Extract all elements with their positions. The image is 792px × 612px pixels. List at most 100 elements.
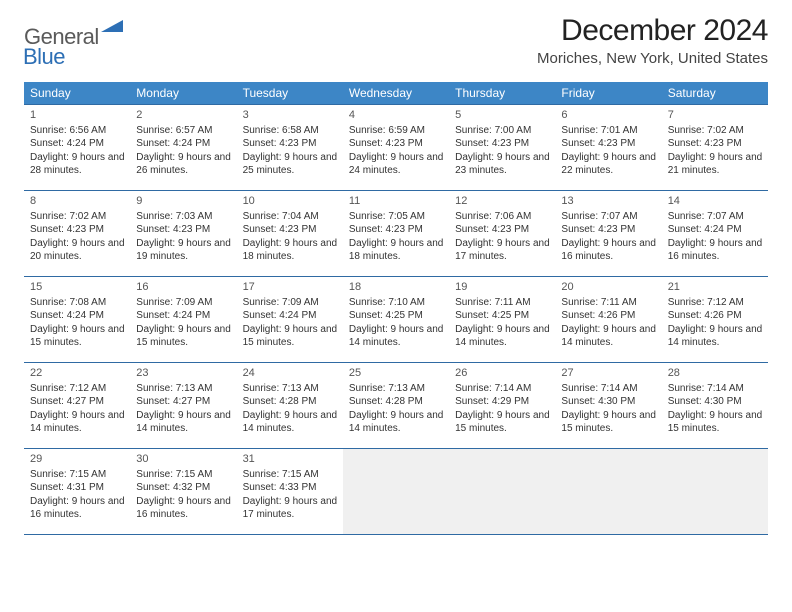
sunrise-line-value: 7:03 AM (176, 211, 213, 222)
sunset-line-value: 4:32 PM (173, 482, 210, 493)
sunset-line-value: 4:25 PM (492, 310, 529, 321)
day-number: 17 (243, 280, 339, 295)
sunset-line: Sunset: 4:23 PM (561, 223, 657, 237)
sunset-line-value: 4:23 PM (704, 138, 741, 149)
sunrise-line: Sunrise: 7:04 AM (243, 210, 339, 224)
day-number: 24 (243, 366, 339, 381)
day-header-row: SundayMondayTuesdayWednesdayThursdayFrid… (24, 82, 768, 105)
daylight-line-label: Daylight: (243, 152, 285, 163)
sunset-line-label: Sunset: (30, 310, 67, 321)
day-number: 10 (243, 194, 339, 209)
day-number: 21 (668, 280, 764, 295)
sunset-line: Sunset: 4:25 PM (349, 309, 445, 323)
sunset-line-value: 4:31 PM (67, 482, 104, 493)
daylight-line: Daylight: 9 hours and 14 minutes. (30, 409, 126, 436)
sunset-line: Sunset: 4:31 PM (30, 481, 126, 495)
daylight-line: Daylight: 9 hours and 14 minutes. (349, 409, 445, 436)
daylight-line-label: Daylight: (668, 324, 710, 335)
sunrise-line-value: 7:14 AM (707, 383, 744, 394)
calendar-day: 27Sunrise: 7:14 AMSunset: 4:30 PMDayligh… (555, 363, 661, 449)
sunset-line: Sunset: 4:23 PM (349, 137, 445, 151)
calendar-day: 15Sunrise: 7:08 AMSunset: 4:24 PMDayligh… (24, 277, 130, 363)
daylight-line-label: Daylight: (668, 152, 710, 163)
sunrise-line: Sunrise: 7:08 AM (30, 296, 126, 310)
sunset-line-value: 4:24 PM (173, 138, 210, 149)
sunset-line: Sunset: 4:27 PM (30, 395, 126, 409)
sunset-line: Sunset: 4:30 PM (668, 395, 764, 409)
daylight-line: Daylight: 9 hours and 14 minutes. (349, 323, 445, 350)
sunset-line-value: 4:25 PM (386, 310, 423, 321)
sunrise-line-value: 7:07 AM (707, 211, 744, 222)
sunrise-line: Sunrise: 7:11 AM (561, 296, 657, 310)
sunset-line: Sunset: 4:23 PM (561, 137, 657, 151)
sunrise-line-label: Sunrise: (668, 125, 707, 136)
day-number: 14 (668, 194, 764, 209)
daylight-line: Daylight: 9 hours and 15 minutes. (243, 323, 339, 350)
calendar-day: 13Sunrise: 7:07 AMSunset: 4:23 PMDayligh… (555, 191, 661, 277)
sunrise-line-value: 7:13 AM (176, 383, 213, 394)
sunrise-line-value: 7:12 AM (69, 383, 106, 394)
sunset-line-label: Sunset: (668, 396, 705, 407)
calendar-day: 11Sunrise: 7:05 AMSunset: 4:23 PMDayligh… (343, 191, 449, 277)
daylight-line: Daylight: 9 hours and 16 minutes. (30, 495, 126, 522)
calendar-day: 3Sunrise: 6:58 AMSunset: 4:23 PMDaylight… (237, 105, 343, 191)
sunset-line: Sunset: 4:25 PM (455, 309, 551, 323)
sunrise-line: Sunrise: 7:10 AM (349, 296, 445, 310)
calendar-day: 23Sunrise: 7:13 AMSunset: 4:27 PMDayligh… (130, 363, 236, 449)
sunset-line-label: Sunset: (561, 310, 598, 321)
header: General Blue December 2024 Moriches, New… (24, 14, 768, 76)
daylight-line: Daylight: 9 hours and 15 minutes. (561, 409, 657, 436)
daylight-line-label: Daylight: (30, 410, 72, 421)
sunrise-line: Sunrise: 7:15 AM (243, 468, 339, 482)
daylight-line-label: Daylight: (30, 496, 72, 507)
sunrise-line-label: Sunrise: (561, 211, 600, 222)
sunset-line: Sunset: 4:24 PM (30, 137, 126, 151)
daylight-line-label: Daylight: (30, 324, 72, 335)
daylight-line: Daylight: 9 hours and 22 minutes. (561, 151, 657, 178)
sunrise-line-label: Sunrise: (30, 383, 69, 394)
sunset-line-label: Sunset: (136, 396, 173, 407)
sunrise-line-label: Sunrise: (136, 469, 175, 480)
sunset-line-label: Sunset: (349, 224, 386, 235)
daylight-line: Daylight: 9 hours and 15 minutes. (136, 323, 232, 350)
sunrise-line: Sunrise: 7:02 AM (30, 210, 126, 224)
daylight-line: Daylight: 9 hours and 21 minutes. (668, 151, 764, 178)
daylight-line-label: Daylight: (243, 496, 285, 507)
sunset-line-value: 4:24 PM (173, 310, 210, 321)
day-number: 11 (349, 194, 445, 209)
sunset-line: Sunset: 4:32 PM (136, 481, 232, 495)
sunrise-line: Sunrise: 7:00 AM (455, 124, 551, 138)
sunset-line-label: Sunset: (136, 310, 173, 321)
empty-cell (555, 449, 661, 535)
calendar-day: 6Sunrise: 7:01 AMSunset: 4:23 PMDaylight… (555, 105, 661, 191)
sunrise-line-value: 7:13 AM (388, 383, 425, 394)
calendar-day: 31Sunrise: 7:15 AMSunset: 4:33 PMDayligh… (237, 449, 343, 535)
sunset-line: Sunset: 4:23 PM (349, 223, 445, 237)
sunset-line: Sunset: 4:29 PM (455, 395, 551, 409)
sunset-line: Sunset: 4:23 PM (455, 223, 551, 237)
calendar-week: 15Sunrise: 7:08 AMSunset: 4:24 PMDayligh… (24, 277, 768, 363)
sunset-line: Sunset: 4:24 PM (668, 223, 764, 237)
daylight-line-label: Daylight: (243, 324, 285, 335)
sunset-line-value: 4:26 PM (598, 310, 635, 321)
calendar-day: 26Sunrise: 7:14 AMSunset: 4:29 PMDayligh… (449, 363, 555, 449)
daylight-line: Daylight: 9 hours and 14 minutes. (668, 323, 764, 350)
calendar-day: 2Sunrise: 6:57 AMSunset: 4:24 PMDaylight… (130, 105, 236, 191)
calendar-day: 24Sunrise: 7:13 AMSunset: 4:28 PMDayligh… (237, 363, 343, 449)
daylight-line: Daylight: 9 hours and 15 minutes. (668, 409, 764, 436)
sunset-line-label: Sunset: (561, 396, 598, 407)
sunrise-line: Sunrise: 7:07 AM (668, 210, 764, 224)
sunrise-line-label: Sunrise: (455, 125, 494, 136)
sunset-line-label: Sunset: (455, 310, 492, 321)
sunrise-line-value: 7:06 AM (495, 211, 532, 222)
sunset-line-value: 4:30 PM (598, 396, 635, 407)
daylight-line-label: Daylight: (668, 238, 710, 249)
daylight-line-label: Daylight: (668, 410, 710, 421)
daylight-line-label: Daylight: (30, 152, 72, 163)
sunrise-line-label: Sunrise: (455, 211, 494, 222)
calendar-week: 22Sunrise: 7:12 AMSunset: 4:27 PMDayligh… (24, 363, 768, 449)
sunrise-line-value: 7:08 AM (69, 297, 106, 308)
daylight-line-label: Daylight: (136, 410, 178, 421)
sunset-line-label: Sunset: (243, 138, 280, 149)
sunrise-line: Sunrise: 7:13 AM (349, 382, 445, 396)
